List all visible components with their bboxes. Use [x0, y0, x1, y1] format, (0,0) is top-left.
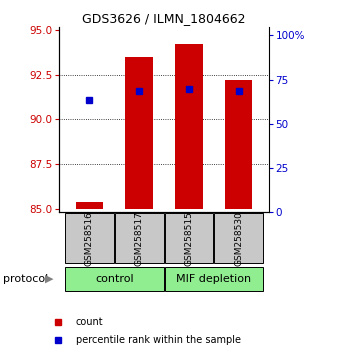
- Title: GDS3626 / ILMN_1804662: GDS3626 / ILMN_1804662: [82, 12, 246, 25]
- Bar: [65, 213, 114, 263]
- Bar: [225, 80, 252, 209]
- Text: protocol: protocol: [3, 274, 49, 284]
- Bar: [76, 202, 103, 209]
- Bar: [125, 57, 153, 209]
- Bar: [115, 213, 164, 263]
- Bar: [65, 267, 164, 291]
- Text: MIF depletion: MIF depletion: [176, 274, 251, 284]
- Text: GSM258516: GSM258516: [85, 211, 94, 266]
- Bar: [165, 213, 213, 263]
- Text: GSM258515: GSM258515: [184, 211, 193, 266]
- Bar: [214, 213, 263, 263]
- Text: percentile rank within the sample: percentile rank within the sample: [76, 335, 241, 344]
- Text: GSM258517: GSM258517: [135, 211, 144, 266]
- Bar: [175, 44, 203, 209]
- Text: GSM258530: GSM258530: [234, 211, 243, 266]
- Text: ▶: ▶: [45, 274, 54, 284]
- Text: count: count: [76, 318, 103, 327]
- Bar: [165, 267, 263, 291]
- Text: control: control: [95, 274, 134, 284]
